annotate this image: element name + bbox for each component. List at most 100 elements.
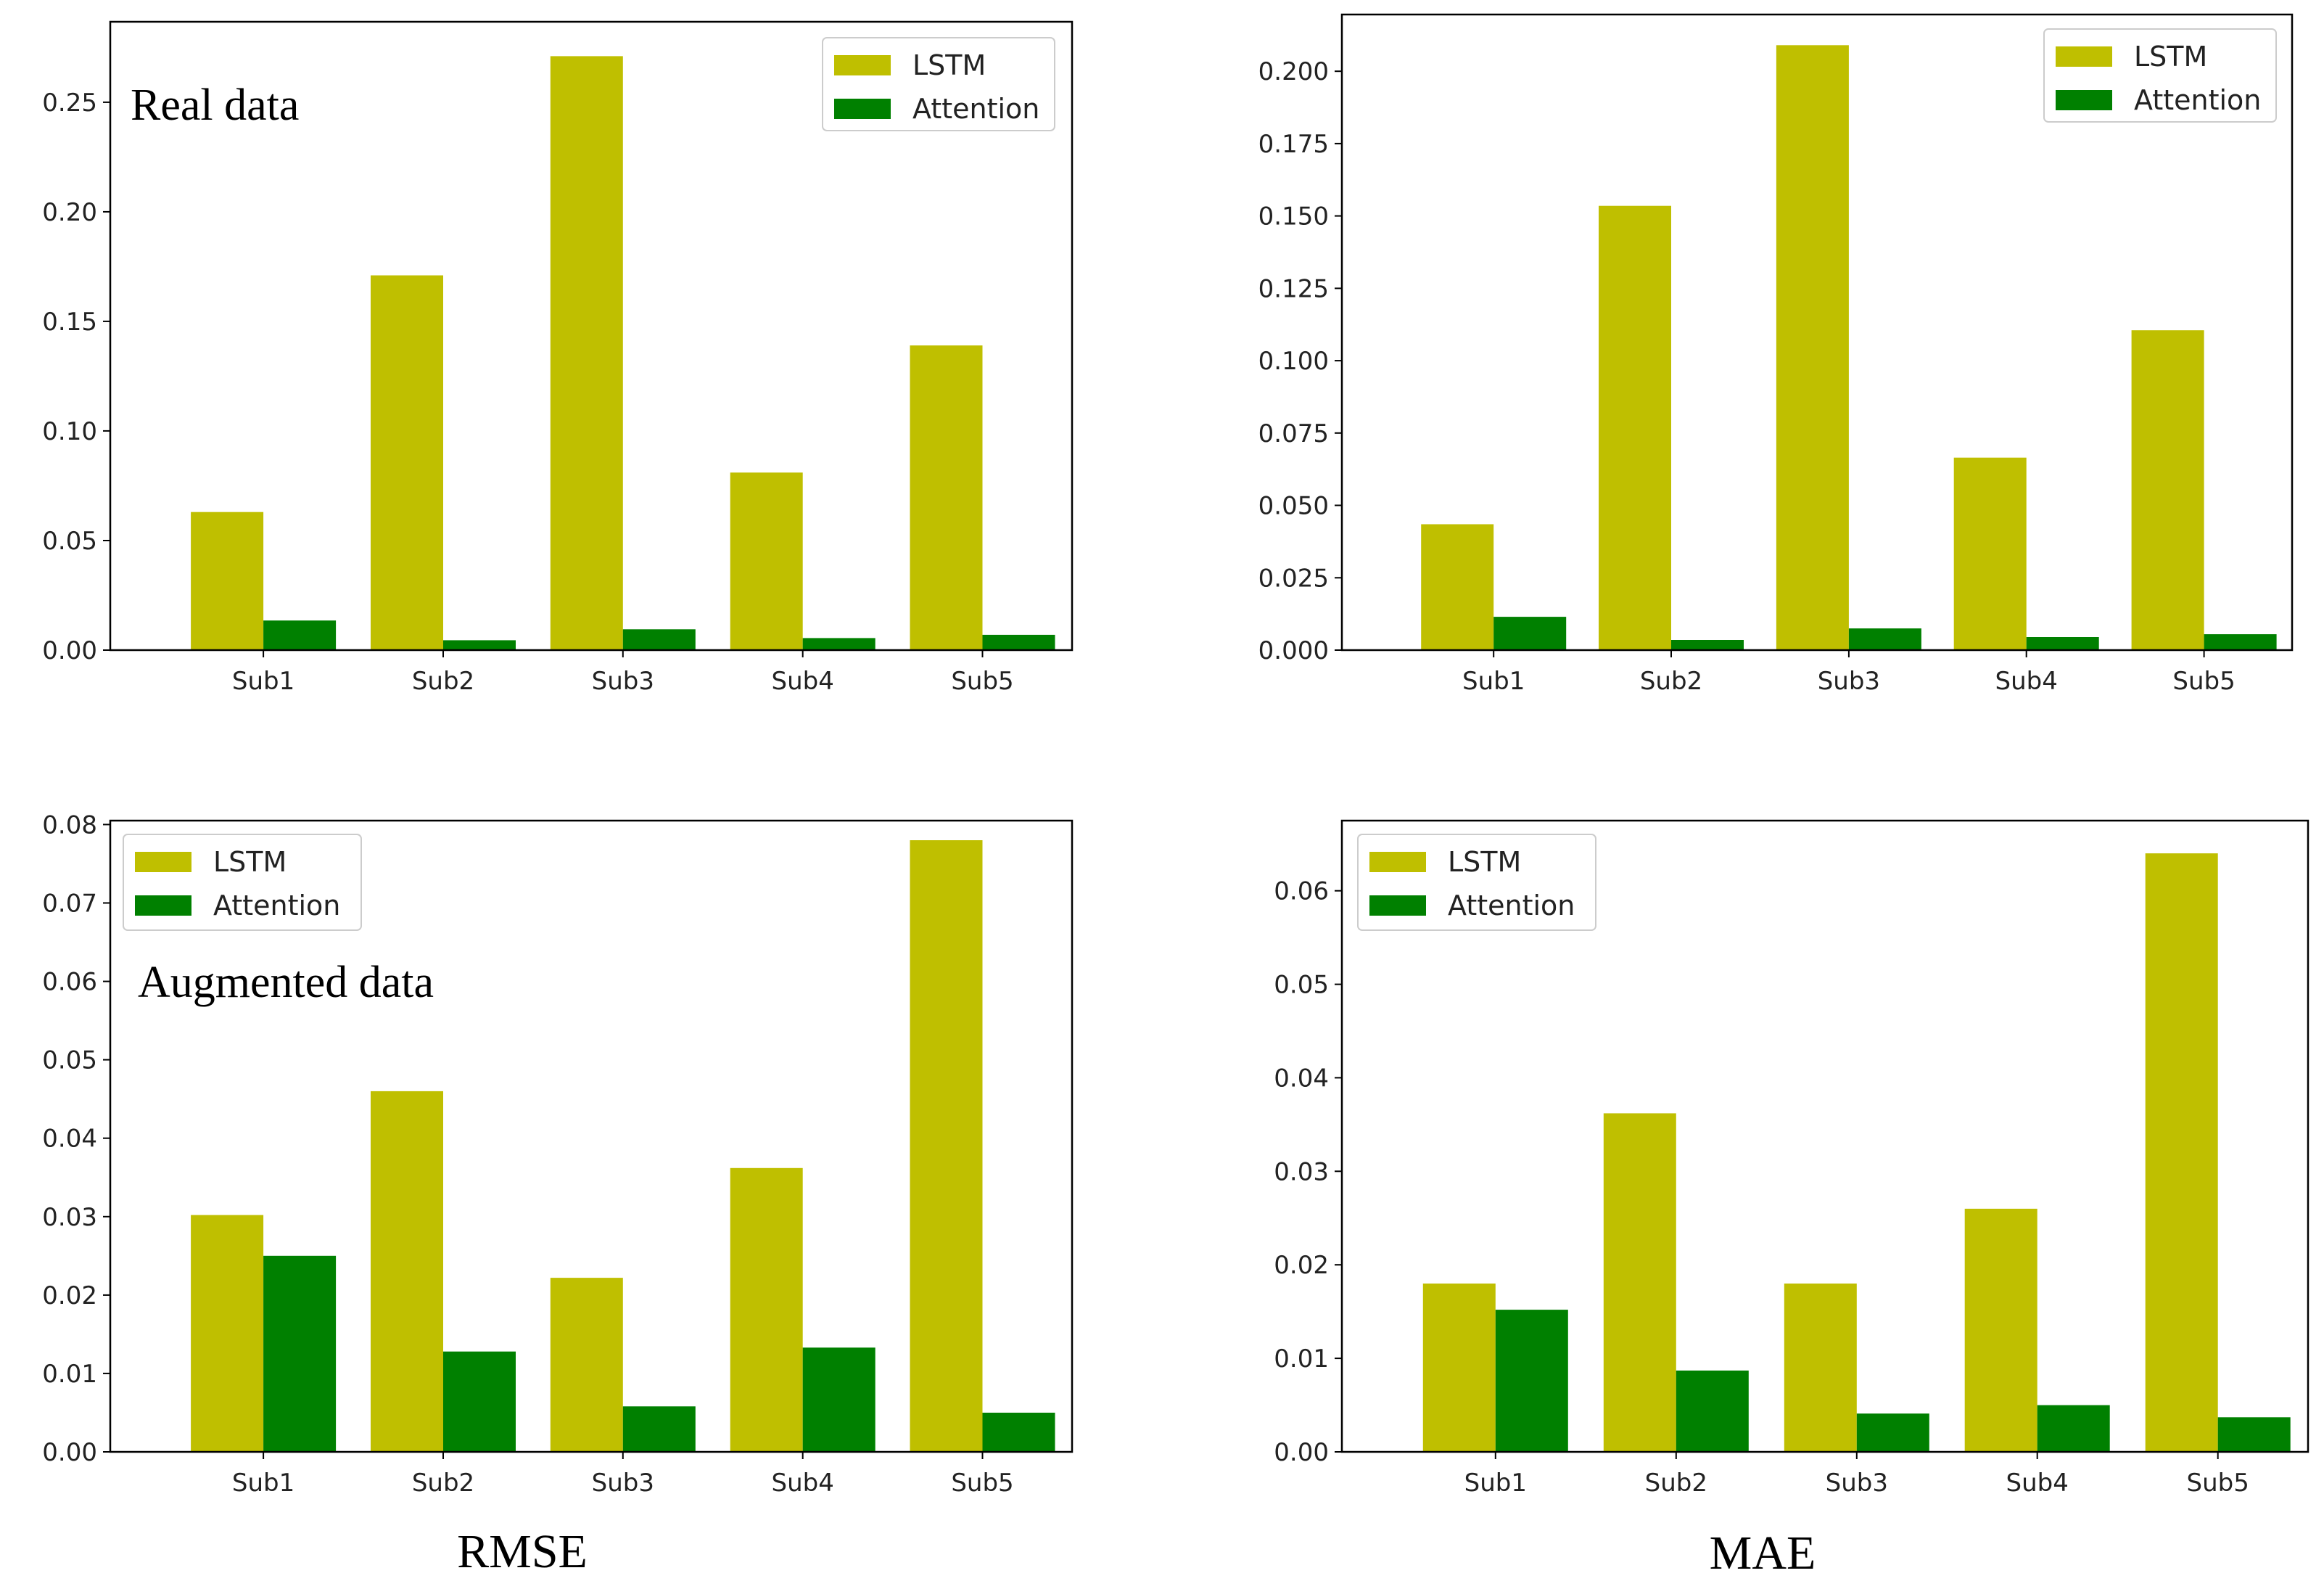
x-tick-label: Sub4 — [1995, 667, 2058, 696]
bar-attention-sub4 — [2026, 637, 2099, 650]
legend-label-attention: Attention — [912, 93, 1039, 125]
bar-attention-sub2 — [1676, 1370, 1749, 1452]
y-tick-label: 0.01 — [42, 1360, 97, 1389]
y-tick-label: 0.175 — [1258, 130, 1329, 159]
bar-lstm-sub5 — [2145, 853, 2218, 1452]
bar-attention-sub2 — [1671, 640, 1744, 650]
x-tick-label: Sub5 — [951, 667, 1013, 696]
legend-label-lstm: LSTM — [912, 49, 986, 81]
y-tick-label: 0.000 — [1258, 636, 1329, 665]
bar-lstm-sub5 — [2131, 330, 2204, 650]
legend-label-lstm: LSTM — [213, 846, 287, 878]
bar-lstm-sub1 — [191, 1215, 264, 1452]
y-tick-label: 0.03 — [1274, 1157, 1329, 1186]
bar-lstm-sub4 — [730, 472, 803, 650]
bar-lstm-sub3 — [1784, 1284, 1857, 1452]
legend-swatch-attention — [834, 99, 891, 119]
y-tick-label: 0.150 — [1258, 202, 1329, 231]
y-tick-label: 0.01 — [1274, 1344, 1329, 1374]
y-tick-label: 0.05 — [1274, 971, 1329, 1000]
y-tick-label: 0.075 — [1258, 419, 1329, 448]
x-tick-label: Sub5 — [2187, 1469, 2249, 1498]
mae-augmented-data-chart: Sub1 Sub2 Sub3 Sub4 Sub5 0.00 0.01 0.02 0.03 0.04… — [1274, 819, 2309, 1498]
y-tick-label: 0.04 — [1274, 1064, 1329, 1093]
legend-label-lstm: LSTM — [1448, 846, 1521, 878]
bar-lstm-sub5 — [910, 345, 983, 650]
bar-lstm-sub2 — [371, 1091, 443, 1452]
y-tick-label: 0.25 — [42, 89, 97, 118]
x-tick-label: Sub3 — [1818, 667, 1880, 696]
y-tick-label: 0.15 — [42, 308, 97, 337]
legend-label-attention: Attention — [2134, 84, 2261, 116]
bar-attention-sub1 — [263, 620, 337, 650]
y-tick-label: 0.10 — [42, 417, 97, 446]
rmse-caption: RMSE — [457, 1525, 588, 1578]
y-tick-label: 0.025 — [1258, 564, 1329, 593]
bar-lstm-sub4 — [1964, 1208, 2037, 1452]
bar-lstm-sub3 — [550, 56, 623, 650]
y-tick-label: 0.200 — [1258, 57, 1329, 86]
bar-attention-sub5 — [982, 634, 1055, 650]
panel-annotation: Augmented data — [138, 958, 434, 1007]
x-tick-label: Sub3 — [1826, 1469, 1888, 1498]
bar-attention-sub5 — [982, 1413, 1055, 1452]
x-tick-label: Sub2 — [412, 667, 474, 696]
bar-lstm-sub3 — [550, 1278, 623, 1452]
y-tick-label: 0.06 — [42, 968, 97, 997]
y-tick-label: 0.05 — [42, 1046, 97, 1075]
legend-label-attention: Attention — [1448, 890, 1575, 921]
y-tick-label: 0.02 — [42, 1281, 97, 1310]
x-tick-label: Sub2 — [1645, 1469, 1707, 1498]
axes-frame — [109, 20, 1074, 652]
bar-lstm-sub4 — [730, 1167, 803, 1452]
bar-lstm-sub4 — [1953, 457, 2027, 650]
bar-attention-sub5 — [2217, 1417, 2291, 1452]
y-tick-label: 0.00 — [42, 636, 97, 665]
y-tick-label: 0.100 — [1258, 347, 1329, 376]
mae-caption: MAE — [1710, 1527, 1816, 1580]
x-tick-label: Sub5 — [2172, 667, 2235, 696]
bar-attention-sub3 — [1856, 1413, 1929, 1452]
bar-attention-sub2 — [443, 1351, 516, 1452]
bar-attention-sub5 — [2204, 634, 2277, 650]
y-tick-label: 0.07 — [42, 890, 97, 919]
y-tick-label: 0.00 — [1274, 1438, 1329, 1467]
legend-swatch-attention — [2056, 90, 2112, 110]
rmse-augmented-data-chart: Sub1 Sub2 Sub3 Sub4 Sub5 0.00 0.01 0.02 0.03 0.04… — [42, 810, 1074, 1498]
x-tick-label: Sub5 — [951, 1469, 1013, 1498]
bar-attention-sub1 — [1493, 617, 1567, 650]
bar-lstm-sub2 — [371, 275, 443, 650]
bar-attention-sub4 — [2037, 1405, 2110, 1452]
y-tick-label: 0.03 — [42, 1203, 97, 1232]
x-tick-label: Sub1 — [1464, 1469, 1527, 1498]
bar-attention-sub3 — [1848, 628, 1921, 650]
bar-attention-sub1 — [263, 1255, 337, 1452]
rmse-real-data-chart: Sub1 Sub2 Sub3 Sub4 Sub5 0.00 0.05 0.10 0.15 0.20… — [42, 20, 1074, 696]
legend-label-lstm: LSTM — [2134, 41, 2207, 73]
bar-attention-sub3 — [622, 1406, 696, 1452]
y-tick-label: 0.125 — [1258, 274, 1329, 303]
bar-lstm-sub5 — [910, 840, 983, 1452]
x-tick-label: Sub1 — [232, 667, 294, 696]
legend-swatch-lstm — [1369, 852, 1426, 872]
bar-attention-sub3 — [622, 629, 696, 650]
bar-attention-sub4 — [802, 638, 875, 650]
x-tick-label: Sub4 — [2006, 1469, 2069, 1498]
x-tick-label: Sub3 — [592, 667, 654, 696]
legend-swatch-attention — [1369, 895, 1426, 916]
y-tick-label: 0.06 — [1274, 877, 1329, 906]
x-tick-label: Sub1 — [1462, 667, 1525, 696]
x-tick-label: Sub1 — [232, 1469, 294, 1498]
panel-annotation: Real data — [131, 81, 299, 130]
legend-swatch-lstm — [2056, 46, 2112, 67]
bar-lstm-sub3 — [1776, 45, 1849, 651]
bar-lstm-sub1 — [191, 512, 264, 650]
x-tick-label: Sub4 — [772, 667, 834, 696]
bar-attention-sub1 — [1495, 1310, 1568, 1452]
bar-lstm-sub2 — [1599, 205, 1671, 650]
legend-label-attention: Attention — [213, 890, 340, 921]
axes-frame — [1340, 13, 2294, 652]
x-tick-label: Sub4 — [772, 1469, 834, 1498]
x-tick-label: Sub2 — [1640, 667, 1702, 696]
